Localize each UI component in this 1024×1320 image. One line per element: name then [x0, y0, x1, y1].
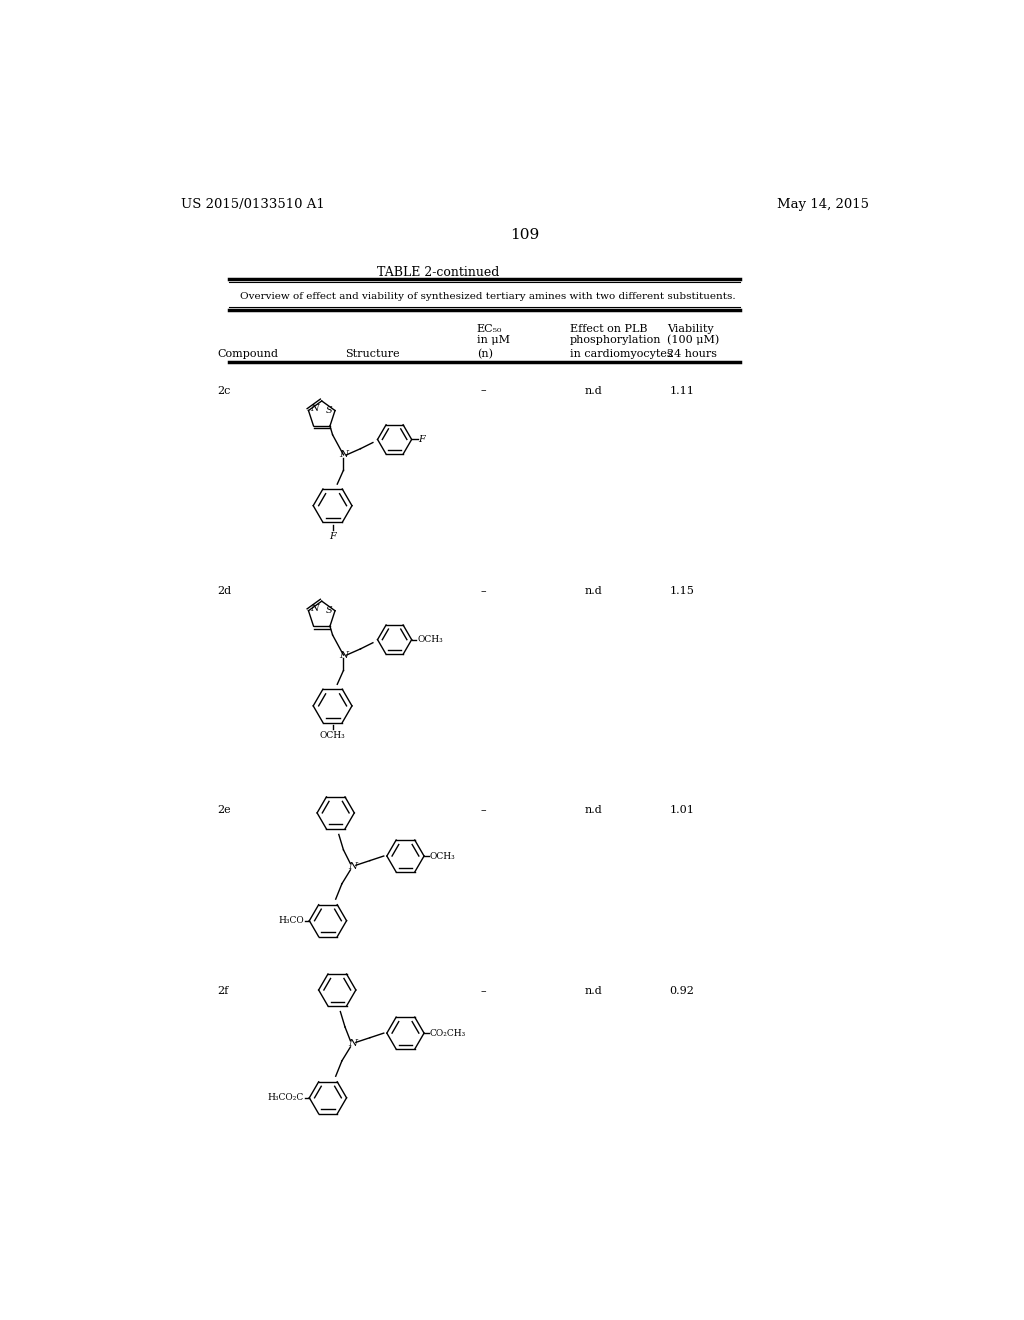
Text: Effect on PLB: Effect on PLB: [569, 323, 647, 334]
Text: TABLE 2-continued: TABLE 2-continued: [377, 267, 499, 280]
Text: (100 μM): (100 μM): [667, 335, 719, 346]
Text: 2e: 2e: [217, 805, 230, 816]
Text: 2d: 2d: [217, 586, 231, 595]
Text: 0.92: 0.92: [670, 986, 694, 997]
Text: OCH₃: OCH₃: [429, 851, 456, 861]
Text: May 14, 2015: May 14, 2015: [777, 198, 869, 211]
Text: –: –: [480, 586, 485, 595]
Text: Compound: Compound: [217, 350, 279, 359]
Text: H₃CO: H₃CO: [279, 916, 304, 925]
Text: Overview of effect and viability of synthesized tertiary amines with two differe: Overview of effect and viability of synt…: [241, 292, 736, 301]
Text: N: N: [310, 605, 318, 612]
Text: CO₂CH₃: CO₂CH₃: [429, 1028, 466, 1038]
Text: N: N: [310, 404, 318, 413]
Text: phosphorylation: phosphorylation: [569, 335, 662, 345]
Text: S: S: [326, 407, 332, 414]
Text: n.d: n.d: [584, 586, 602, 595]
Text: S: S: [326, 606, 332, 615]
Text: OCH₃: OCH₃: [319, 730, 345, 739]
Text: n.d: n.d: [584, 986, 602, 997]
Text: in μM: in μM: [477, 335, 510, 345]
Text: n.d: n.d: [584, 385, 602, 396]
Text: F: F: [419, 436, 425, 444]
Text: N: N: [339, 450, 348, 459]
Text: –: –: [480, 986, 485, 997]
Text: 109: 109: [510, 227, 540, 242]
Text: 2c: 2c: [217, 385, 230, 396]
Text: 1.15: 1.15: [670, 586, 694, 595]
Text: 1.01: 1.01: [670, 805, 694, 816]
Text: 2f: 2f: [217, 986, 228, 997]
Text: in cardiomyocytes: in cardiomyocytes: [569, 350, 673, 359]
Text: –: –: [480, 805, 485, 816]
Text: n.d: n.d: [584, 805, 602, 816]
Text: Structure: Structure: [345, 350, 399, 359]
Text: H₃CO₂C: H₃CO₂C: [267, 1093, 304, 1102]
Text: –: –: [480, 385, 485, 396]
Text: Viability: Viability: [667, 323, 714, 334]
Text: F: F: [330, 532, 336, 541]
Text: OCH₃: OCH₃: [417, 635, 442, 644]
Text: US 2015/0133510 A1: US 2015/0133510 A1: [180, 198, 325, 211]
Text: EC₅₀: EC₅₀: [477, 323, 502, 334]
Text: 24 hours: 24 hours: [667, 350, 717, 359]
Text: 1.11: 1.11: [670, 385, 694, 396]
Text: N: N: [339, 651, 348, 660]
Text: N: N: [348, 1039, 357, 1048]
Text: (n): (n): [477, 350, 493, 359]
Text: N: N: [348, 862, 357, 871]
